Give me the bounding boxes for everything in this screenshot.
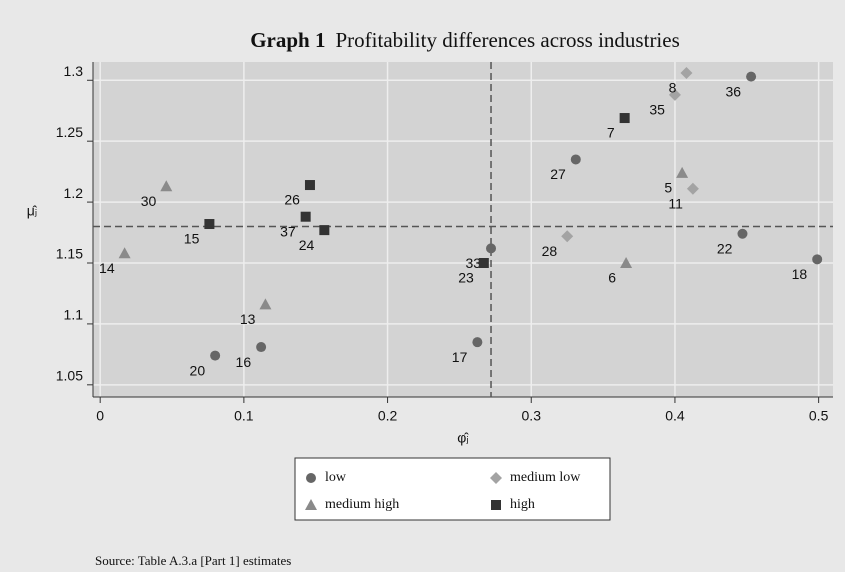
point-label: 16 [236,354,252,370]
x-tick-label: 0.1 [234,408,254,424]
point [737,228,748,239]
y-axis-label: μ̂ⱼ [27,203,38,219]
point-label: 14 [99,260,115,276]
point-label: 5 [664,180,672,196]
y-tick-label: 1.25 [56,124,83,140]
legend-label: low [325,470,347,485]
source-note: Source: Table A.3.a [Part 1] estimates [95,553,291,568]
legend-marker [305,499,317,510]
point-label: 13 [240,311,256,327]
legend-box [294,457,611,521]
point-label: 20 [190,362,206,378]
point [300,211,311,222]
x-axis-label: φ̂ⱼ [457,430,469,446]
legend-marker [490,472,502,484]
point [620,257,633,268]
x-tick-label: 0.4 [665,408,685,424]
legend-label: high [510,497,535,512]
point [160,180,173,192]
point [570,154,581,165]
point [472,337,483,348]
legend-label: medium low [510,470,581,485]
legend: low medium low medium high high [294,457,611,521]
y-tick-label: 1.05 [56,368,83,384]
point-label: 17 [452,349,468,365]
point-label: 26 [284,192,300,208]
point-label: 15 [184,231,200,247]
point-label: 33 [465,255,481,271]
point [210,350,221,361]
point-label: 30 [141,193,157,209]
point [686,182,699,195]
y-tick-label: 1.15 [56,246,83,262]
y-tick-label: 1.1 [64,307,84,323]
point-label: 24 [299,237,315,253]
x-tick-label: 0.5 [809,408,829,424]
point [746,71,757,82]
point [486,243,497,254]
point [478,258,489,268]
legend-marker [491,500,501,510]
point [619,113,630,124]
point [812,254,823,265]
point [561,230,574,243]
point [668,88,681,101]
point [319,225,330,236]
x-tick-label: 0 [96,408,104,424]
point-label: 11 [668,195,683,211]
point [680,66,693,79]
chart-title: Graph 1 Profitability differences across … [250,28,680,52]
plot-area [93,62,833,397]
point-label: 6 [608,270,616,286]
point-label: 36 [726,83,742,99]
point [304,180,315,191]
point [256,342,267,353]
point-label: 35 [649,102,665,118]
point-label: 8 [669,80,677,96]
y-tick-label: 1.3 [64,63,84,79]
point-label: 22 [717,240,733,256]
x-tick-label: 0.3 [522,408,542,424]
point [676,166,689,178]
point [259,298,272,310]
point [118,247,131,259]
point-label: 23 [458,270,474,286]
title-text: Profitability differences across industr… [335,28,679,52]
legend-marker [306,473,316,483]
point-label: 28 [542,243,558,259]
point-label: 37 [280,223,296,239]
point-label: 18 [792,266,808,282]
x-tick-label: 0.2 [378,408,398,424]
point [204,219,215,230]
y-tick-label: 1.2 [64,185,84,201]
legend-label: medium high [325,497,399,512]
point-label: 7 [607,125,615,141]
title-number: Graph 1 [250,28,325,52]
point-label: 27 [550,166,566,182]
